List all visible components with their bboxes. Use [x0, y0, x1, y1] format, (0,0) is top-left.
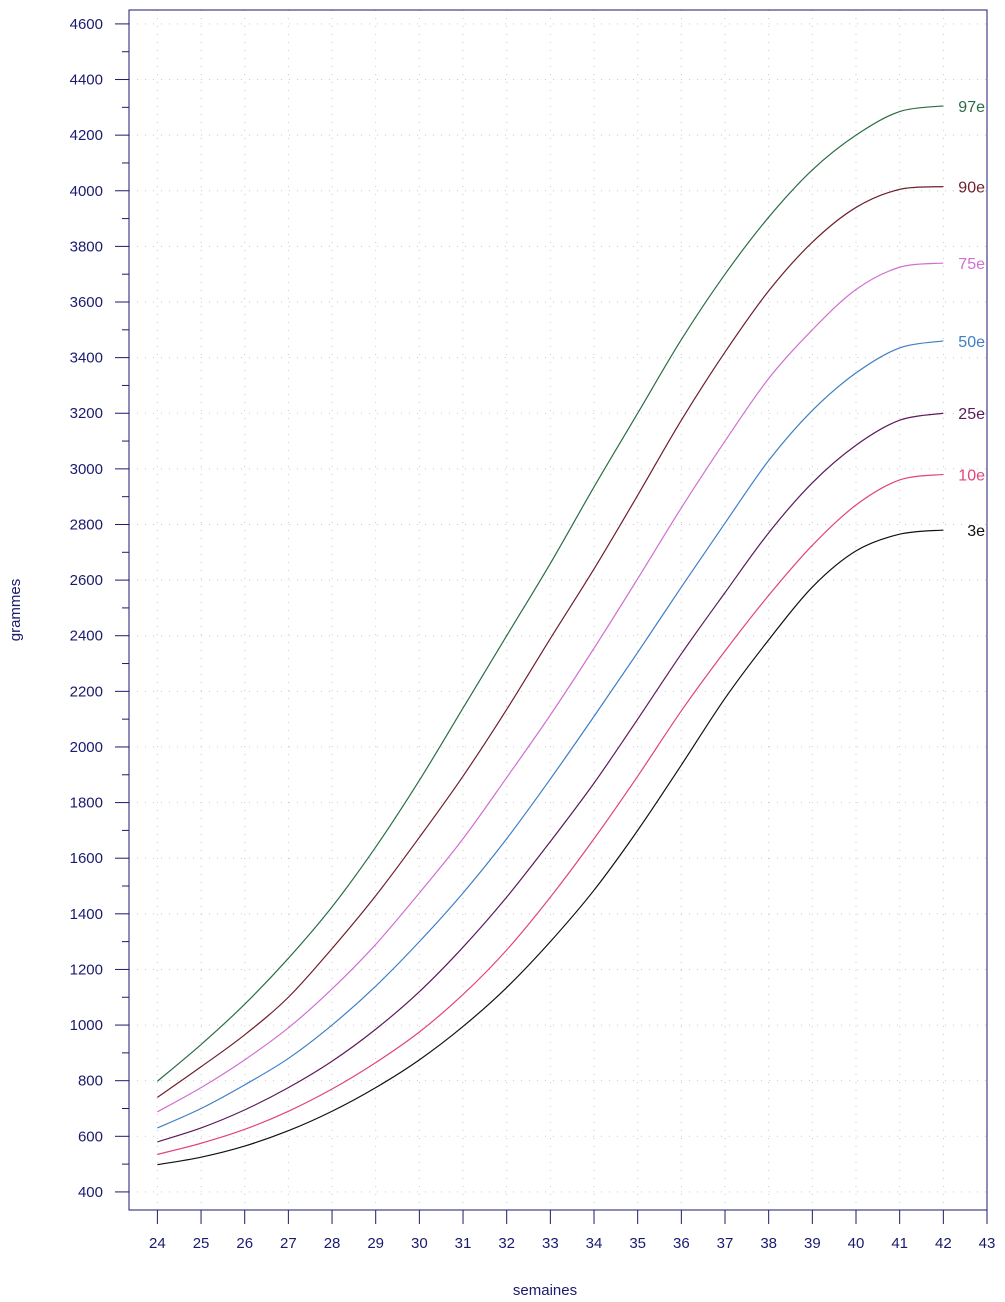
x-tick-label: 40 — [848, 1235, 865, 1252]
y-tick-label: 1000 — [70, 1017, 103, 1034]
y-tick-label: 2600 — [70, 572, 103, 589]
x-tick-label: 41 — [891, 1235, 908, 1252]
y-tick-label: 400 — [78, 1184, 103, 1201]
grid — [129, 10, 987, 1210]
series-label-50e: 50e — [958, 334, 985, 351]
series-labels: 3e 10e 25e 50e 75e 90e 97e — [958, 99, 985, 540]
x-tick-label: 42 — [935, 1235, 952, 1252]
series-line-75e — [157, 262, 944, 1113]
series-line-25e — [157, 412, 944, 1143]
y-tick-label: 4600 — [70, 16, 103, 33]
y-tick-label: 1200 — [70, 961, 103, 978]
x-tick-label: 26 — [236, 1235, 253, 1252]
x-tick-label: 36 — [673, 1235, 690, 1252]
y-tick-label: 2200 — [70, 683, 103, 700]
axis-ticks: 400 600 800 1000 1200 1400 1600 1800 2000 2200 240… — [70, 16, 996, 1252]
y-tick-label: 3800 — [70, 238, 103, 255]
y-tick-label: 1800 — [70, 795, 103, 812]
series-label-3e: 3e — [967, 523, 985, 540]
x-tick-label: 30 — [411, 1235, 428, 1252]
x-tick-label: 37 — [717, 1235, 734, 1252]
series-label-10e: 10e — [958, 467, 985, 484]
series-label-25e: 25e — [958, 406, 985, 423]
y-tick-label: 3000 — [70, 461, 103, 478]
series-line-3e — [157, 529, 944, 1166]
x-tick-label: 33 — [542, 1235, 559, 1252]
y-axis-title: grammes — [7, 579, 24, 642]
x-tick-label: 39 — [804, 1235, 821, 1252]
x-axis-title: semaines — [513, 1282, 577, 1299]
y-tick-label: 3400 — [70, 350, 103, 367]
x-tick-label: 34 — [586, 1235, 603, 1252]
x-tick-label: 27 — [280, 1235, 297, 1252]
y-tick-label: 600 — [78, 1128, 103, 1145]
y-tick-label: 4200 — [70, 127, 103, 144]
series-line-97e — [156, 105, 944, 1082]
x-tick-label: 31 — [455, 1235, 472, 1252]
y-tick-label: 2000 — [70, 739, 103, 756]
series-line-50e — [157, 340, 944, 1129]
y-tick-label: 1400 — [70, 906, 103, 923]
y-tick-label: 800 — [78, 1073, 103, 1090]
y-tick-label: 2400 — [70, 628, 103, 645]
x-tick-label: 25 — [193, 1235, 210, 1252]
x-tick-label: 28 — [324, 1235, 341, 1252]
x-tick-label: 29 — [367, 1235, 384, 1252]
series-label-90e: 90e — [958, 180, 985, 197]
y-tick-label: 1600 — [70, 850, 103, 867]
x-tick-label: 43 — [979, 1235, 996, 1252]
x-tick-label: 38 — [760, 1235, 777, 1252]
series-label-75e: 75e — [958, 256, 985, 273]
series-label-97e: 97e — [958, 99, 985, 116]
series-line-90e — [157, 185, 944, 1098]
y-tick-label: 2800 — [70, 516, 103, 533]
x-tick-label: 32 — [498, 1235, 515, 1252]
y-tick-label: 3600 — [70, 294, 103, 311]
y-tick-label: 4400 — [70, 72, 103, 89]
x-tick-label: 24 — [149, 1235, 166, 1252]
y-tick-label: 3200 — [70, 405, 103, 422]
series-line-10e — [157, 473, 944, 1155]
series-lines — [156, 105, 944, 1166]
x-tick-label: 35 — [629, 1235, 646, 1252]
y-tick-label: 4000 — [70, 183, 103, 200]
plot-frame — [128, 9, 988, 1211]
